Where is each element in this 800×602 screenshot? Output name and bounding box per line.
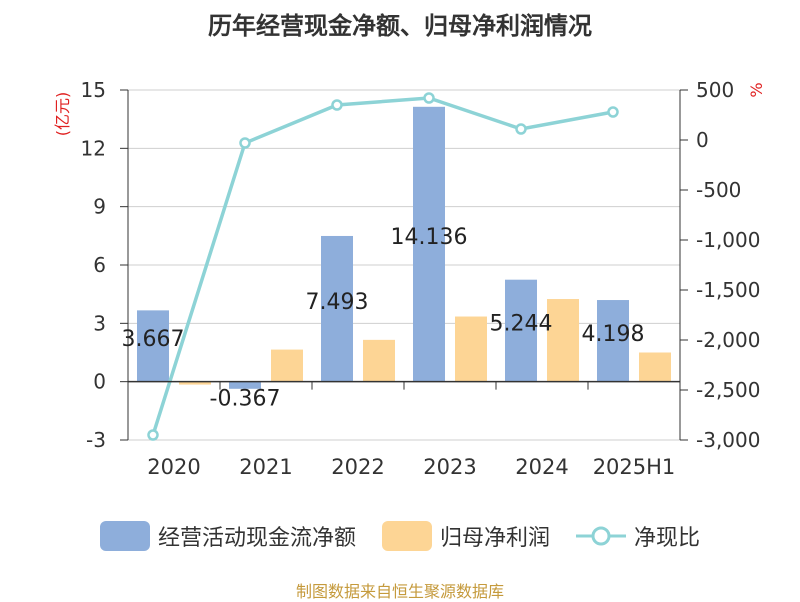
y-right-tick-label: -1,500 <box>696 278 760 302</box>
y-left-tick-label: 0 <box>93 370 106 394</box>
data-label-cashflow: 5.244 <box>490 312 553 337</box>
legend-swatch-cashflow <box>99 521 150 551</box>
data-label-cashflow: 14.136 <box>391 225 468 250</box>
bar-net-profit <box>547 299 579 382</box>
legend-item-net-profit[interactable]: 归母净利润 <box>381 520 550 552</box>
bar-net-profit <box>639 352 671 382</box>
bar-cashflow <box>229 381 261 389</box>
bar-cashflow <box>137 310 169 382</box>
y-right-tick-label: 0 <box>696 128 709 152</box>
y-left-tick-label: -3 <box>86 428 106 452</box>
data-label-cashflow: 7.493 <box>306 290 369 315</box>
bar-cashflow <box>413 106 445 382</box>
line-ratio <box>151 96 614 436</box>
legend-swatch-ratio <box>576 526 626 546</box>
source-note: 制图数据来自恒生聚源数据库 <box>295 582 504 601</box>
y-left-tick-label: 12 <box>81 136 106 160</box>
y-left-tick-label: 6 <box>93 253 106 277</box>
bar-cashflow <box>321 235 353 382</box>
y-left-tick-label: 3 <box>93 311 106 335</box>
x-tick-label: 2024 <box>515 455 568 479</box>
bar-net-profit <box>363 339 395 382</box>
legend-item-cashflow[interactable]: 经营活动现金流净额 <box>99 520 356 552</box>
x-tick-label: 2025H1 <box>593 455 676 479</box>
point-ratio <box>515 123 527 135</box>
bar-cashflow <box>597 300 629 382</box>
bar-net-profit <box>179 381 211 385</box>
legend-label-cashflow: 经营活动现金流净额 <box>157 526 356 551</box>
x-tick-label: 2021 <box>239 455 292 479</box>
chart-title: 历年经营现金净额、归母净利润情况 <box>208 12 592 40</box>
bar-net-profit <box>271 349 303 382</box>
y-right-tick-label: -2,500 <box>696 378 760 402</box>
data-label-cashflow: 4.198 <box>582 322 645 347</box>
point-ratio <box>423 92 435 104</box>
y-right-tick-label: -2,000 <box>696 328 760 352</box>
y-left-tick-label: 9 <box>93 195 106 219</box>
y-left-tick-label: 15 <box>81 78 106 102</box>
y-right-tick-label: -3,000 <box>696 428 760 452</box>
legend-label-ratio: 净现比 <box>634 526 701 551</box>
legend: 经营活动现金流净额 归母净利润 净现比 <box>0 516 800 556</box>
legend-label-net-profit: 归母净利润 <box>439 526 550 551</box>
legend-item-ratio[interactable]: 净现比 <box>576 520 700 552</box>
y-right-tick-label: 500 <box>696 78 734 102</box>
x-tick-label: 2020 <box>147 455 200 479</box>
data-label-cashflow: -0.367 <box>210 387 281 412</box>
bar-cashflow <box>505 279 537 382</box>
y-right-unit-label: % <box>747 82 766 97</box>
point-ratio <box>607 106 619 118</box>
data-label-cashflow: 3.667 <box>122 327 185 352</box>
legend-swatch-net-profit <box>381 521 432 551</box>
y-right-tick-label: -1,000 <box>696 228 760 252</box>
y-left-unit-label: (亿元) <box>53 92 72 137</box>
x-tick-label: 2022 <box>331 455 384 479</box>
bar-net-profit <box>455 316 487 382</box>
point-ratio <box>147 429 159 441</box>
y-right-tick-label: -500 <box>696 178 741 202</box>
point-ratio <box>331 99 343 111</box>
x-tick-label: 2023 <box>423 455 476 479</box>
point-ratio <box>239 137 251 149</box>
